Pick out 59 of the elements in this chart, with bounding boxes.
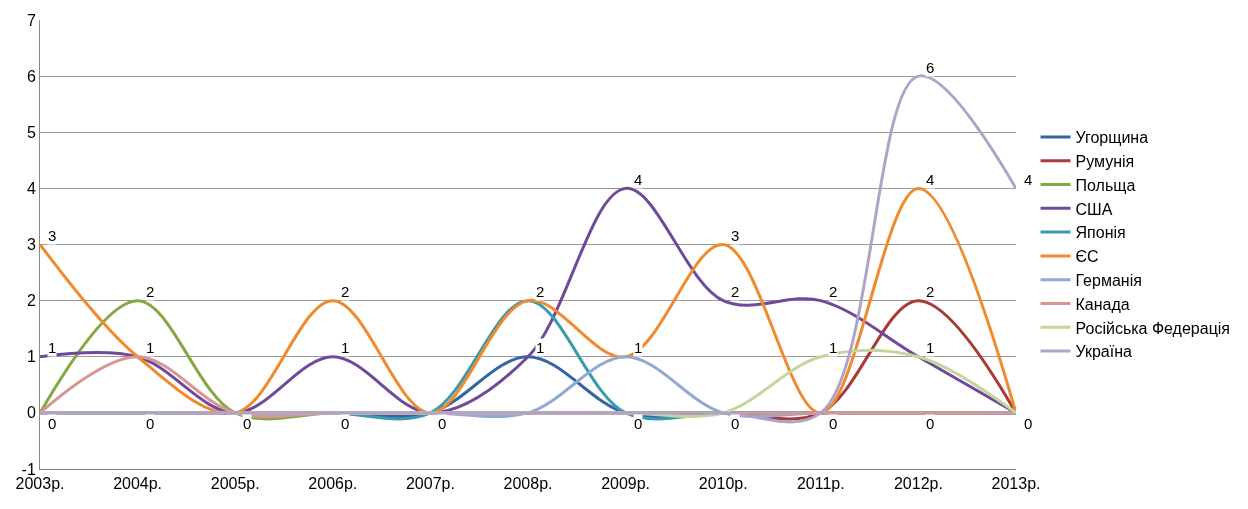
- y-tick-label: -1: [21, 460, 36, 478]
- legend-label: Румунія: [1075, 152, 1135, 170]
- y-tick-label: 1: [26, 348, 36, 366]
- data-label: 2: [731, 283, 740, 300]
- x-tick-label: 2010р.: [698, 475, 748, 493]
- data-label: 4: [634, 171, 643, 188]
- x-tick-label: 2003р.: [15, 475, 65, 493]
- data-label: 4: [1024, 171, 1033, 188]
- data-label: 3: [48, 227, 57, 244]
- y-tick-label: 4: [26, 179, 36, 197]
- legend-label: Японія: [1075, 224, 1126, 242]
- data-label: 0: [731, 415, 740, 432]
- data-label: 1: [341, 339, 350, 356]
- data-label: 1: [48, 339, 57, 356]
- data-label: 0: [341, 415, 350, 432]
- legend-label: Германія: [1075, 271, 1142, 289]
- data-label: 1: [634, 339, 643, 356]
- x-tick-label: 2004р.: [113, 475, 163, 493]
- data-label: 6: [926, 59, 935, 76]
- legend-label: ЄС: [1075, 248, 1099, 266]
- data-label: 1: [536, 339, 545, 356]
- y-tick-label: 3: [26, 236, 36, 254]
- legend-label: Польща: [1075, 176, 1136, 194]
- x-tick-label: 2008р.: [503, 475, 553, 493]
- y-tick-label: 7: [26, 11, 36, 29]
- legend-label: США: [1075, 200, 1113, 218]
- x-tick-label: 2012р.: [893, 475, 943, 493]
- data-label: 0: [48, 415, 57, 432]
- legend-label: Україна: [1075, 343, 1133, 361]
- x-tick-label: 2007р.: [405, 475, 455, 493]
- legend-label: Російська Федерація: [1075, 319, 1231, 337]
- data-label: 2: [146, 283, 155, 300]
- x-tick-label: 2013р.: [991, 475, 1041, 493]
- legend-label: Угорщина: [1075, 129, 1149, 147]
- data-label: 2: [341, 283, 350, 300]
- data-label: 2: [926, 283, 935, 300]
- data-label: 3: [731, 227, 740, 244]
- data-label: 0: [146, 415, 155, 432]
- y-tick-label: 5: [26, 123, 36, 141]
- data-label: 2: [536, 283, 545, 300]
- data-label: 0: [634, 415, 643, 432]
- data-label: 1: [926, 339, 935, 356]
- data-label: 0: [1024, 415, 1033, 432]
- data-label: 1: [829, 339, 838, 356]
- data-label: 0: [926, 415, 935, 432]
- x-tick-label: 2009р.: [601, 475, 651, 493]
- data-label: 4: [926, 171, 935, 188]
- y-tick-label: 0: [26, 404, 36, 422]
- x-tick-label: 2005р.: [210, 475, 260, 493]
- data-label: 0: [829, 415, 838, 432]
- y-tick-label: 2: [26, 292, 36, 310]
- legend-label: Канада: [1075, 295, 1130, 313]
- data-label: 1: [146, 339, 155, 356]
- x-tick-label: 2006р.: [308, 475, 358, 493]
- x-tick-label: 2011р.: [796, 475, 845, 493]
- data-label: 0: [438, 415, 447, 432]
- data-label: 0: [243, 415, 252, 432]
- y-tick-label: 6: [26, 67, 36, 85]
- data-label: 2: [829, 283, 838, 300]
